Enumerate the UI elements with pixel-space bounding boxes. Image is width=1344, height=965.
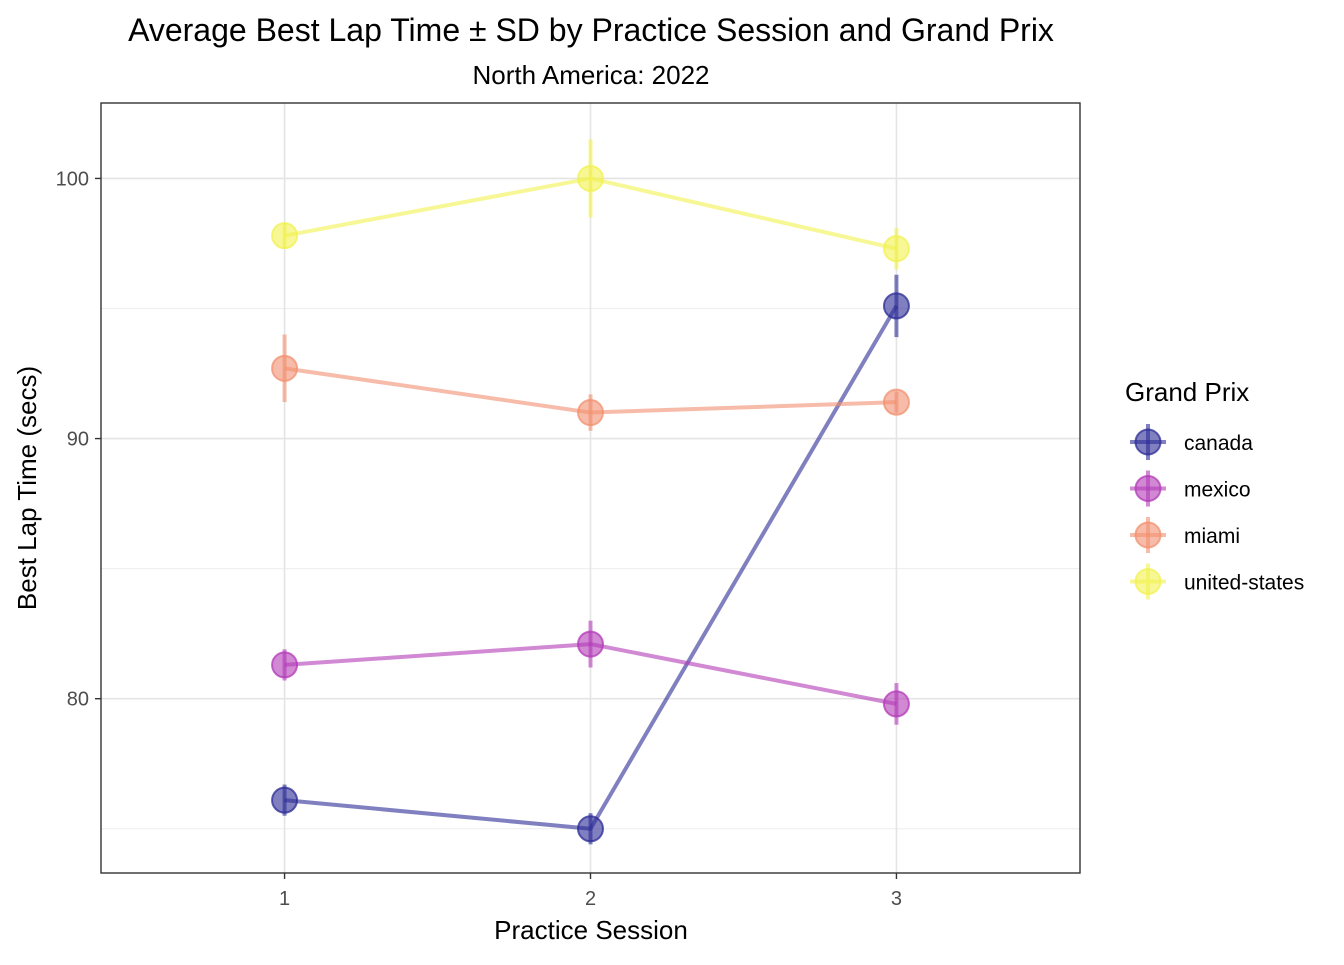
legend-key-point [1134, 428, 1162, 456]
data-point-canada [577, 815, 604, 843]
data-point-united-states [577, 164, 604, 192]
x-axis-title: Practice Session [494, 915, 688, 945]
data-point-mexico [577, 630, 604, 658]
data-point-canada [882, 292, 910, 320]
data-point-miami [271, 354, 299, 382]
x-tick-label: 1 [279, 888, 290, 910]
legend-key-point [1134, 475, 1162, 502]
legend-key-point [1134, 568, 1162, 595]
data-point-united-states [271, 222, 299, 250]
series-canada [271, 274, 910, 845]
series-mexico [271, 620, 910, 725]
y-axis-title: Best Lap Time (secs) [12, 366, 42, 610]
legend-item-united-states: united-states [1130, 563, 1304, 600]
data-point-canada [271, 786, 299, 814]
axes: 80 90 100 1 2 3 [56, 168, 902, 910]
data-point-united-states [882, 235, 910, 263]
legend-item-miami: miami [1130, 517, 1240, 553]
legend: Grand Prix canada mexico miami united-state… [1125, 377, 1304, 600]
y-tick-label: 80 [67, 689, 89, 711]
series-layer [271, 139, 910, 845]
data-point-miami [577, 399, 604, 427]
legend-item-mexico: mexico [1130, 470, 1251, 507]
legend-label-mexico: mexico [1184, 479, 1251, 502]
data-point-mexico [271, 651, 299, 679]
series-united-states [271, 139, 910, 270]
y-tick-label: 90 [67, 429, 89, 451]
legend-key-point [1134, 521, 1162, 549]
legend-label-united-states: united-states [1184, 572, 1304, 595]
x-tick-label: 2 [585, 888, 596, 910]
data-point-mexico [882, 690, 910, 718]
x-tick-label: 3 [891, 888, 902, 910]
legend-item-canada: canada [1130, 424, 1253, 460]
data-point-miami [882, 388, 910, 416]
legend-label-miami: miami [1184, 525, 1240, 548]
y-tick-label: 100 [56, 168, 89, 190]
legend-label-canada: canada [1184, 432, 1253, 455]
series-miami [271, 334, 910, 431]
legend-title: Grand Prix [1125, 377, 1249, 407]
chart-title: Average Best Lap Time ± SD by Practice S… [128, 12, 1054, 48]
chart-subtitle: North America: 2022 [472, 60, 709, 90]
